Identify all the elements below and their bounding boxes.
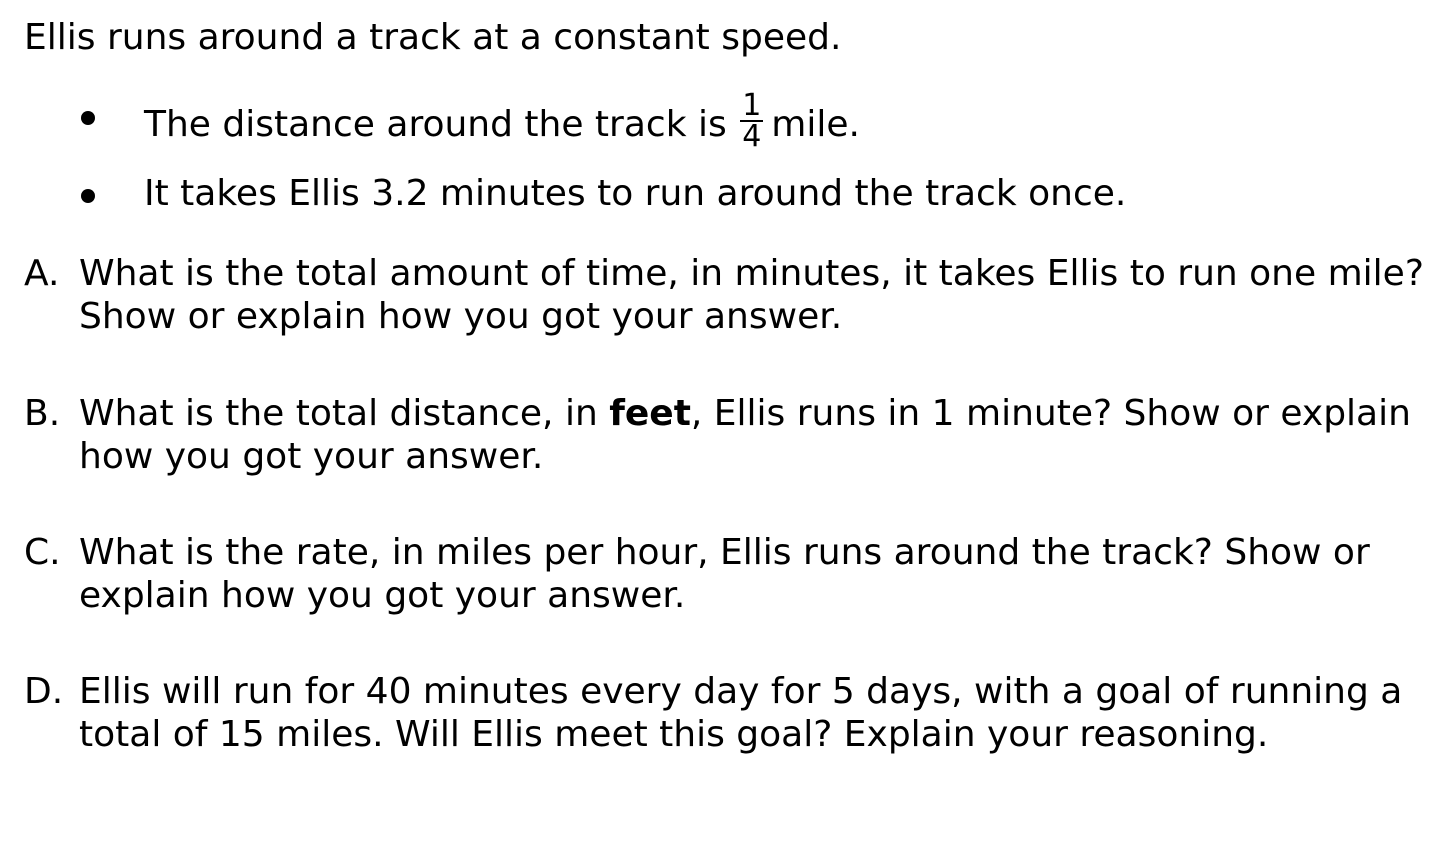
question-letter: D. xyxy=(24,671,64,712)
question-text: What is the total distance, in feet, Ell… xyxy=(79,392,1444,478)
question-line: Ellis will run for 40 minutes every day … xyxy=(79,671,1403,712)
question-line: What is the rate, in miles per hour, Ell… xyxy=(79,532,1370,573)
bullet-item-distance: The distance around the track is 1 4 mile. xyxy=(0,90,1448,152)
question-text: Ellis will run for 40 minutes every day … xyxy=(79,670,1444,756)
fraction-denominator: 4 xyxy=(742,119,762,154)
bullet-text-after: mile. xyxy=(771,104,860,145)
bullet-text: The distance around the track is 1 4 mile. xyxy=(144,91,860,156)
question-letter: B. xyxy=(24,393,61,434)
question-letter: A. xyxy=(24,253,60,294)
question-text: What is the rate, in miles per hour, Ell… xyxy=(79,531,1444,617)
question-line: total of 15 miles. Will Ellis meet this … xyxy=(79,714,1269,755)
bullet-dot-icon xyxy=(81,111,95,125)
bullet-text-before: The distance around the track is xyxy=(144,104,739,145)
question-line-part: , Ellis runs in 1 minute? Show or explai… xyxy=(690,393,1411,434)
question-letter: C. xyxy=(24,532,61,573)
emphasized-unit: feet xyxy=(609,393,691,434)
problem-intro: Ellis runs around a track at a constant … xyxy=(24,17,842,58)
question-line: Show or explain how you got your answer. xyxy=(79,296,843,337)
fraction-numerator: 1 xyxy=(740,88,764,123)
question-line: explain how you got your answer. xyxy=(79,575,686,616)
bullet-item-time: It takes Ellis 3.2 minutes to run around… xyxy=(0,172,1448,232)
bullet-dot-icon xyxy=(81,189,95,203)
question-line: What is the total amount of time, in min… xyxy=(79,253,1424,294)
question-line: how you got your answer. xyxy=(79,436,544,477)
bullet-text: It takes Ellis 3.2 minutes to run around… xyxy=(144,173,1127,214)
question-text: What is the total amount of time, in min… xyxy=(79,252,1444,338)
question-line: What is the total distance, in feet, Ell… xyxy=(79,392,1444,435)
question-line-part: What is the total distance, in xyxy=(79,393,610,434)
